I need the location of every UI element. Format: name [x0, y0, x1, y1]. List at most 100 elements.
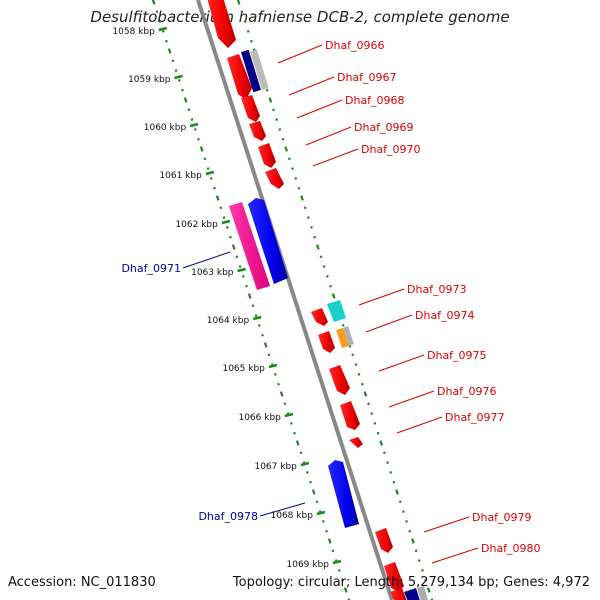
tick-mark — [392, 480, 396, 484]
tick-mark — [283, 402, 287, 406]
tick-mark — [370, 412, 374, 415]
leader-line — [296, 99, 343, 119]
major-tick — [237, 267, 246, 273]
gene-arrow[interactable] — [206, 0, 236, 48]
gene-arrow[interactable] — [265, 168, 284, 189]
gene-block[interactable] — [417, 586, 429, 600]
tick-mark — [293, 431, 296, 435]
gene-arrow[interactable] — [340, 401, 360, 430]
gene-label[interactable]: Dhaf_0975 — [427, 349, 487, 362]
tick-mark — [386, 461, 389, 464]
major-tick — [332, 559, 342, 565]
tick-mark — [321, 520, 325, 523]
tick-mark — [249, 39, 253, 43]
tick-mark — [151, 0, 156, 5]
tick-mark — [243, 20, 247, 23]
tick-guides — [151, 0, 434, 600]
tick-mark — [278, 128, 282, 131]
tick-mark — [268, 97, 273, 103]
genome-title: Desulfitobacterium hafniense DCB-2, comp… — [90, 8, 510, 26]
gene-block[interactable] — [404, 588, 421, 600]
gene-arrow[interactable] — [241, 95, 260, 122]
tick-mark — [411, 538, 415, 544]
gene-arrow[interactable] — [248, 198, 288, 284]
tick-mark — [294, 177, 298, 180]
tick-mark — [289, 422, 293, 425]
scale-label: 1060 kbp — [144, 123, 187, 133]
gene-label[interactable]: Dhaf_0969 — [354, 121, 414, 134]
right-tick-guide — [236, 0, 434, 600]
tick-mark — [287, 157, 291, 161]
scale-label: 1067 kbp — [254, 462, 297, 472]
gene-block[interactable] — [327, 300, 346, 322]
tick-mark — [263, 342, 268, 348]
tick-mark — [360, 382, 364, 386]
gene-arrow[interactable] — [390, 588, 408, 600]
gene-arrow[interactable] — [384, 562, 404, 592]
tick-mark — [325, 275, 329, 278]
tick-mark — [300, 195, 304, 201]
tick-mark — [408, 529, 412, 533]
gene-arrow[interactable] — [318, 331, 335, 353]
tick-mark — [383, 451, 386, 455]
tick-mark — [291, 167, 294, 170]
tick-mark — [193, 128, 197, 131]
gene-features — [206, 0, 429, 600]
tick-mark — [238, 265, 242, 268]
tick-mark — [215, 195, 220, 201]
gene-arrow[interactable] — [329, 365, 350, 395]
leader-line — [378, 354, 425, 372]
scale-label: 1064 kbp — [207, 316, 250, 326]
gene-arrow[interactable] — [328, 460, 359, 528]
gene-label[interactable]: Dhaf_0976 — [437, 385, 497, 398]
gene-label[interactable]: Dhaf_0966 — [325, 39, 385, 52]
tick-mark — [272, 108, 275, 112]
tick-mark — [322, 265, 326, 268]
gene-block[interactable] — [336, 328, 349, 348]
gene-arrow[interactable] — [375, 528, 393, 553]
gene-block[interactable] — [250, 49, 269, 91]
tick-mark — [275, 118, 279, 121]
scale-label: 1063 kbp — [191, 268, 234, 278]
gene-label[interactable]: Dhaf_0974 — [415, 309, 475, 322]
gene-arrow[interactable] — [349, 437, 363, 448]
tick-mark — [222, 216, 226, 219]
gene-label[interactable]: Dhaf_0968 — [345, 94, 405, 107]
gene-arrow[interactable] — [227, 54, 252, 100]
tick-mark — [284, 146, 288, 152]
gene-label[interactable]: Dhaf_0977 — [445, 411, 505, 424]
gene-label[interactable]: Dhaf_0979 — [472, 511, 532, 524]
gene-label[interactable]: Dhaf_0967 — [337, 71, 397, 84]
gene-label[interactable]: Dhaf_0971 — [121, 262, 181, 275]
gene-arrow[interactable] — [258, 143, 276, 168]
gene-label[interactable]: Dhaf_0980 — [481, 542, 541, 555]
major-tick — [268, 363, 278, 369]
tick-mark — [341, 324, 345, 327]
gene-label[interactable]: Dhaf_0978 — [198, 510, 258, 523]
gene-arrow[interactable] — [311, 308, 328, 326]
tick-mark — [245, 284, 248, 288]
tick-mark — [351, 353, 355, 357]
leader-line — [423, 516, 470, 533]
tick-mark — [309, 480, 312, 484]
major-tick — [300, 461, 310, 467]
scale-label: 1066 kbp — [238, 413, 281, 423]
tick-mark — [236, 0, 241, 5]
scale-label: 1059 kbp — [128, 75, 171, 85]
gene-block[interactable] — [241, 49, 261, 93]
tick-mark — [376, 431, 380, 435]
tick-mark — [190, 118, 194, 121]
leader-line — [288, 76, 335, 96]
leader-line — [388, 390, 435, 408]
gene-block[interactable] — [229, 202, 270, 290]
gene-label[interactable]: Dhaf_0973 — [407, 283, 467, 296]
tick-mark — [311, 489, 316, 495]
gene-arrow[interactable] — [249, 121, 266, 141]
tick-mark — [161, 30, 165, 33]
accession-text: Accession: NC_011830 — [8, 575, 156, 590]
gene-label[interactable]: Dhaf_0970 — [361, 143, 421, 156]
tick-mark — [177, 79, 181, 82]
tick-mark — [402, 510, 405, 513]
leader-line — [365, 314, 413, 333]
gene-block[interactable] — [343, 326, 354, 346]
